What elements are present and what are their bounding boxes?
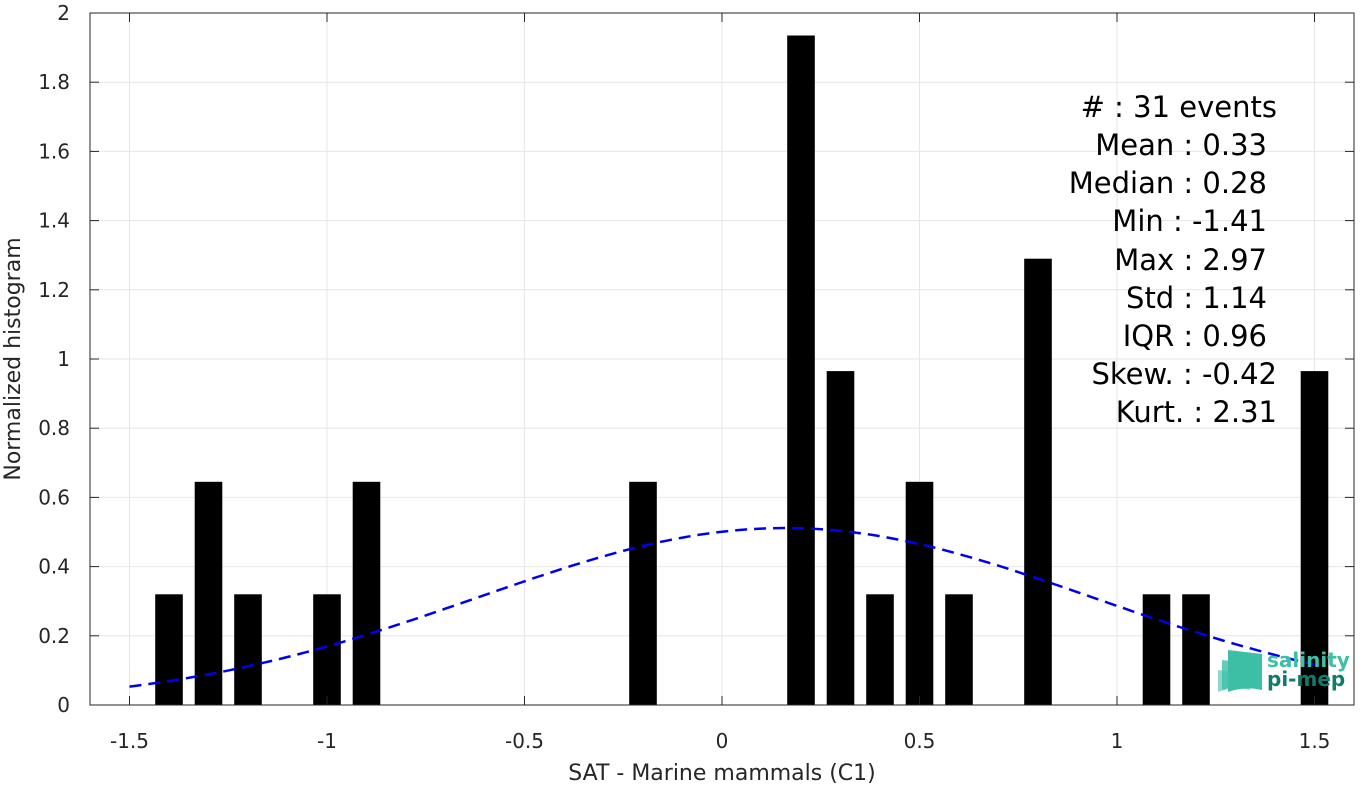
histogram-bar bbox=[787, 35, 815, 705]
histogram-bar bbox=[866, 594, 894, 705]
x-tick-labels: -1.5 -1 -0.5 0 0.5 1 1.5 bbox=[110, 729, 1330, 753]
histogram-bar bbox=[905, 481, 934, 705]
histogram-bar bbox=[945, 594, 973, 705]
histogram-bar bbox=[1300, 371, 1329, 705]
histogram-bar bbox=[352, 481, 381, 705]
y-tick-label: 0.2 bbox=[38, 624, 70, 648]
logo-text-salinity: salinity bbox=[1267, 648, 1350, 672]
stat-kurt: Kurt. : 2.31 bbox=[1116, 395, 1277, 429]
y-tick-label: 1.6 bbox=[38, 139, 70, 163]
normal-fit-curve bbox=[129, 526, 1315, 688]
x-tick-label: -0.5 bbox=[505, 729, 544, 753]
wave-icon bbox=[1218, 650, 1262, 692]
stat-std: Std : 1.14 bbox=[1126, 281, 1267, 315]
y-tick-label: 1.8 bbox=[38, 70, 70, 94]
histogram-bar bbox=[629, 481, 657, 705]
stat-count: # : 31 events bbox=[1081, 90, 1277, 124]
histogram-bar bbox=[826, 371, 855, 705]
histogram-bar bbox=[234, 594, 262, 705]
x-axis-label: SAT - Marine mammals (C1) bbox=[568, 761, 876, 785]
stat-iqr: IQR : 0.96 bbox=[1123, 319, 1267, 353]
stat-skew: Skew. : -0.42 bbox=[1091, 357, 1277, 391]
stat-mean: Mean : 0.33 bbox=[1095, 128, 1267, 162]
x-tick-label: -1 bbox=[317, 729, 337, 753]
y-tick-label: 0 bbox=[57, 693, 70, 717]
y-tick-label: 0.4 bbox=[38, 555, 70, 579]
stat-median: Median : 0.28 bbox=[1069, 166, 1267, 200]
statistics-box: # : 31 events Mean : 0.33 Median : 0.28 … bbox=[1069, 90, 1277, 429]
histogram-bars bbox=[155, 35, 1329, 705]
histogram-bar bbox=[1024, 258, 1052, 705]
y-axis-label: Normalized histogram bbox=[1, 237, 26, 480]
x-tick-label: 0.5 bbox=[904, 729, 936, 753]
x-tick-label: 0 bbox=[716, 729, 729, 753]
y-tick-label: 1.4 bbox=[38, 209, 70, 233]
histogram-bar bbox=[1182, 594, 1210, 705]
y-tick-labels: 0 0.2 0.4 0.6 0.8 1 1.2 1.4 1.6 1.8 2 bbox=[38, 1, 70, 717]
logo-text-pimep: pi-mep bbox=[1267, 667, 1345, 691]
salinity-pimep-logo: salinity pi-mep bbox=[1218, 648, 1350, 692]
stat-max: Max : 2.97 bbox=[1114, 243, 1267, 277]
y-tick-label: 0.8 bbox=[38, 416, 70, 440]
histogram-bar bbox=[155, 594, 183, 705]
y-tick-label: 0.6 bbox=[38, 485, 70, 509]
stat-min: Min : -1.41 bbox=[1112, 204, 1267, 238]
y-tick-label: 1 bbox=[57, 347, 70, 371]
x-tick-label: 1.5 bbox=[1299, 729, 1331, 753]
histogram-bar bbox=[1142, 594, 1171, 705]
x-tick-label: -1.5 bbox=[110, 729, 149, 753]
histogram-bar bbox=[194, 481, 223, 705]
x-tick-label: 1 bbox=[1111, 729, 1124, 753]
y-tick-label: 1.2 bbox=[38, 278, 70, 302]
axis-ticks bbox=[90, 12, 1354, 706]
y-tick-label: 2 bbox=[57, 1, 70, 25]
